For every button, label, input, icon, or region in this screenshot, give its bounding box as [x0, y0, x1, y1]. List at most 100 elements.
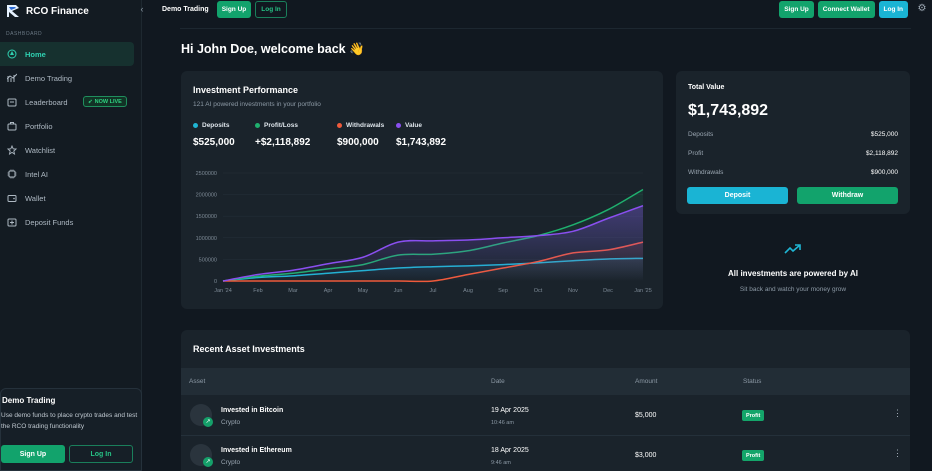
sidebar-item-wallet[interactable]: Wallet [0, 186, 142, 210]
asset-name: Invested in Ethereum [221, 447, 292, 454]
stat-label: Profit/Loss [264, 122, 298, 129]
settings-gear-icon[interactable]: ⚙ [917, 3, 927, 14]
profit-dot-icon [255, 123, 260, 128]
stat-label: Deposits [202, 122, 230, 129]
sidebar-item-label: Deposit Funds [25, 217, 74, 227]
value-dot-icon [396, 123, 401, 128]
ai-powered-subtitle: Sit back and watch your money grow [739, 286, 847, 293]
stat-value: $1,743,892 [396, 137, 447, 148]
demo-trading-card: Demo Trading Use demo funds to place cry… [0, 388, 142, 471]
demo-card-actions: Sign Up Log In [1, 445, 133, 463]
now-live-label: NOW LIVE [94, 98, 122, 105]
row-amount: $5,000 [635, 412, 657, 419]
sidebar-item-label: Watchlist [25, 145, 56, 155]
x-tick-label: Sep [498, 288, 508, 294]
recent-investments-panel: Recent Asset Investments Asset Date Amou… [181, 330, 910, 471]
stat-deposits: Deposits $525,000 [193, 122, 255, 148]
sidebar-nav: Home Demo Trading Leaderboard ➶ NOW LIVE… [0, 42, 142, 234]
brand[interactable]: RCO Finance [6, 3, 89, 19]
row-date: 19 Apr 2025 [491, 407, 529, 414]
performance-stats: Deposits $525,000 Profit/Loss +$2,118,89… [193, 122, 466, 148]
total-row-deposits: Deposits $525,000 [688, 131, 898, 138]
x-tick-label: Nov [568, 288, 578, 294]
header-signup-button[interactable]: Sign Up [779, 0, 814, 18]
portfolio-icon [7, 122, 17, 131]
now-live-badge: ➶ NOW LIVE [83, 96, 127, 107]
column-status: Status [743, 378, 762, 385]
total-row-profit: Profit $2,118,892 [688, 150, 898, 157]
x-tick-label: Dec [603, 288, 613, 294]
column-asset: Asset [189, 378, 206, 385]
series-area-value [223, 205, 643, 281]
rco-logo-icon [7, 5, 19, 17]
sidebar-item-label: Wallet [25, 193, 46, 203]
y-tick-label: 2000000 [196, 193, 217, 199]
stat-label: Withdrawals [346, 122, 385, 129]
withdrawals-dot-icon [337, 123, 342, 128]
x-tick-label: Jul [429, 288, 436, 294]
x-tick-label: Jun [394, 288, 403, 294]
total-value-label: Total Value [688, 84, 725, 91]
ai-powered-title: All investments are powered by AI [728, 269, 858, 278]
topbar: Demo Trading Sign Up Log In Sign Up Conn… [142, 0, 932, 18]
topbar-login-button[interactable]: Log In [255, 0, 287, 18]
stat-profit-loss: Profit/Loss +$2,118,892 [255, 122, 337, 148]
table-row[interactable]: ↗ Invested in Ethereum Crypto 18 Apr 202… [181, 436, 910, 471]
row-date: 18 Apr 2025 [491, 447, 529, 454]
sidebar-item-label: Portfolio [25, 121, 53, 131]
sidebar-item-home[interactable]: Home [0, 42, 134, 66]
sidebar-item-watchlist[interactable]: Watchlist [0, 138, 142, 162]
leaderboard-icon [7, 98, 17, 107]
more-options-icon[interactable]: ⋮ [893, 408, 902, 418]
chart-icon [7, 73, 17, 82]
arrow-up-icon: ↗ [203, 457, 213, 467]
performance-subtitle: 121 AI powered investments in your portf… [193, 101, 321, 108]
more-options-icon[interactable]: ⋮ [893, 448, 902, 458]
demo-login-button[interactable]: Log In [69, 445, 133, 463]
row-time: 9:46 am [491, 460, 511, 466]
y-tick-label: 2500000 [196, 171, 217, 177]
total-row-withdrawals: Withdrawals $900,000 [688, 169, 898, 176]
table-row[interactable]: ↗ Invested in Bitcoin Crypto 19 Apr 2025… [181, 396, 910, 436]
sidebar-item-label: Intel AI [25, 169, 48, 179]
performance-title: Investment Performance [193, 85, 299, 95]
status-badge: Profit [742, 450, 765, 461]
header-login-button[interactable]: Log In [878, 0, 908, 18]
connect-wallet-button[interactable]: Connect Wallet [817, 0, 875, 18]
row-value: $2,118,892 [865, 150, 898, 157]
demo-card-title: Demo Trading [2, 396, 56, 405]
investment-performance-panel: Investment Performance 121 AI powered in… [181, 71, 663, 309]
sidebar: RCO Finance ‹ DASHBOARD Home Demo Tradin… [0, 0, 144, 471]
demo-signup-button[interactable]: Sign Up [1, 445, 65, 463]
stat-value: $525,000 [193, 137, 235, 148]
sidebar-item-demo-trading[interactable]: Demo Trading [0, 66, 142, 90]
series-line-value [222, 204, 644, 282]
brand-name: RCO Finance [26, 5, 89, 17]
column-amount: Amount [635, 378, 658, 385]
row-amount: $3,000 [635, 452, 657, 459]
table-header: Asset Date Amount Status [181, 368, 910, 395]
sidebar-item-portfolio[interactable]: Portfolio [0, 114, 142, 138]
sidebar-item-intel-ai[interactable]: Intel AI [0, 162, 142, 186]
sidebar-item-leaderboard[interactable]: Leaderboard ➶ NOW LIVE [0, 90, 142, 114]
topbar-right: Sign Up Connect Wallet Log In ⚙ [779, 0, 928, 18]
home-icon [7, 49, 17, 59]
header-divider [180, 28, 911, 29]
collapse-sidebar-icon[interactable]: ‹ [140, 4, 144, 14]
x-tick-label: Apr [324, 288, 333, 294]
deposit-button[interactable]: Deposit [687, 187, 788, 204]
column-date: Date [491, 378, 505, 385]
topbar-signup-button[interactable]: Sign Up [216, 0, 252, 18]
x-tick-label: Aug [463, 288, 473, 294]
x-tick-label: Jan '25 [634, 288, 652, 294]
y-tick-label: 500000 [199, 257, 217, 263]
sidebar-item-label: Home [25, 49, 46, 59]
x-tick-label: Oct [534, 288, 543, 294]
stat-value: +$2,118,892 [255, 137, 311, 148]
sidebar-section-label: DASHBOARD [6, 31, 43, 37]
row-time: 10:46 am [491, 420, 514, 426]
sidebar-item-deposit-funds[interactable]: Deposit Funds [0, 210, 142, 234]
stat-label: Value [405, 122, 422, 129]
stat-value: $900,000 [337, 137, 379, 148]
withdraw-button[interactable]: Withdraw [797, 187, 898, 204]
